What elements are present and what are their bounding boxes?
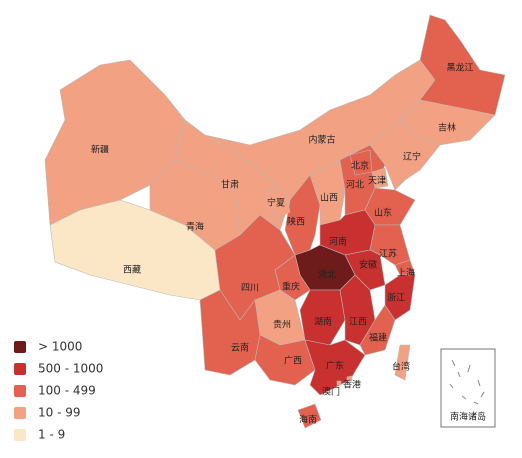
province-label: 辽宁 (403, 151, 421, 163)
province-label: 贵州 (273, 319, 291, 331)
legend-swatch (14, 429, 26, 441)
province-label: 河北 (346, 179, 364, 191)
province-label: 陕西 (287, 216, 305, 228)
province-label: 江苏 (379, 248, 397, 260)
legend-swatch (14, 341, 26, 353)
province-label: 湖南 (314, 316, 332, 328)
province (394, 344, 411, 381)
province-label: 湖北 (318, 270, 336, 281)
legend-swatch (14, 407, 26, 419)
province-label: 广西 (284, 355, 302, 367)
province (297, 403, 322, 429)
province-label: 吉林 (438, 122, 456, 134)
province-label: 重庆 (282, 281, 300, 293)
province-label: 香港 (343, 379, 361, 391)
province-label: 北京 (351, 160, 369, 172)
province-label: 福建 (369, 332, 387, 344)
legend-swatch (14, 385, 26, 397)
legend-label: 100 - 499 (38, 384, 96, 398)
province-label: 甘肃 (221, 179, 239, 191)
province (419, 14, 506, 116)
province-label: 云南 (231, 342, 249, 354)
province-label: 青海 (186, 221, 204, 233)
province-label: 台湾 (392, 361, 410, 373)
legend-label: 1 - 9 (38, 428, 65, 442)
province (346, 375, 353, 382)
province-label: 河南 (329, 236, 347, 248)
province-label: 天津 (368, 176, 386, 187)
province-label: 宁夏 (267, 197, 285, 209)
province-label: 四川 (241, 284, 259, 294)
province-label: 海南 (299, 414, 317, 426)
province-label: 内蒙古 (308, 134, 335, 146)
legend-label: > 1000 (38, 340, 82, 354)
province (359, 304, 396, 356)
province (364, 187, 416, 226)
inset-frame (440, 348, 496, 428)
inset-label: 南海诸岛 (450, 411, 486, 423)
province (264, 187, 291, 221)
inset-islands (449, 359, 485, 405)
province-label: 浙江 (387, 292, 405, 304)
legend-label: 10 - 99 (38, 406, 81, 420)
legend-label: 500 - 1000 (38, 362, 103, 376)
province-label: 上海 (397, 267, 415, 279)
province (336, 380, 342, 386)
province-label: 新疆 (91, 144, 109, 156)
province-label: 安徽 (359, 259, 377, 271)
province-label: 澳门 (322, 386, 340, 398)
province-label: 西藏 (123, 264, 141, 276)
province-label: 山东 (374, 207, 392, 219)
province-label: 黑龙江 (446, 62, 473, 74)
province-label: 江西 (349, 317, 367, 328)
province-label: 山西 (320, 193, 338, 204)
province (371, 167, 389, 189)
legend-swatch (14, 363, 26, 375)
province-label: 广东 (326, 360, 344, 372)
